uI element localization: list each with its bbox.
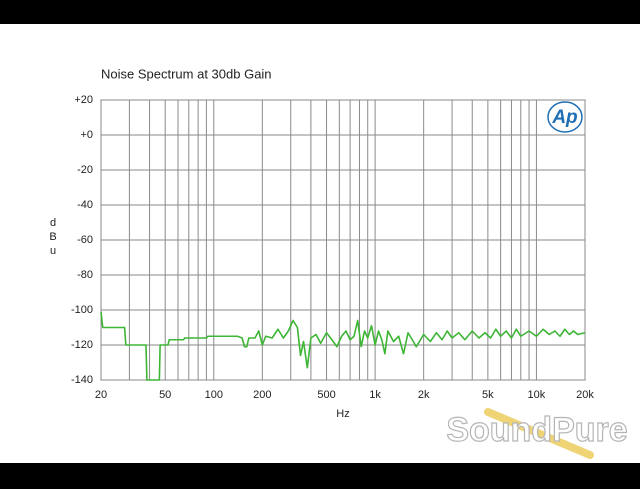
y-tick-label: -140 — [71, 374, 93, 386]
chart-title: Noise Spectrum at 30db Gain — [101, 66, 272, 81]
x-axis-label: Hz — [336, 408, 349, 420]
x-tick-label: 1k — [369, 389, 381, 401]
y-tick-label: -80 — [77, 269, 93, 281]
x-tick-label: 200 — [253, 389, 271, 401]
x-tick-label: 2k — [418, 389, 430, 401]
y-tick-label: -100 — [71, 304, 93, 316]
x-tick-label: 5k — [482, 389, 494, 401]
logo: Ap — [551, 107, 577, 128]
x-tick-label: 20 — [95, 389, 107, 401]
x-tick-label: 20k — [576, 389, 594, 401]
x-tick-label: 10k — [528, 389, 546, 401]
y-axis-label: dBu — [47, 217, 59, 259]
y-tick-label: +20 — [74, 94, 93, 106]
watermark-graphic — [484, 408, 594, 459]
watermark: SoundPure — [446, 411, 627, 449]
x-tick-label: 500 — [317, 389, 335, 401]
logo-ring — [547, 101, 583, 133]
y-tick-label: -60 — [77, 234, 93, 246]
y-tick-label: -40 — [77, 199, 93, 211]
bottom-bar — [0, 463, 640, 489]
y-tick-label: -120 — [71, 339, 93, 351]
x-tick-label: 100 — [205, 389, 223, 401]
y-tick-label: +0 — [80, 129, 93, 141]
x-tick-label: 50 — [159, 389, 171, 401]
spectrum-line — [100, 311, 586, 381]
top-bar — [0, 0, 640, 24]
y-tick-label: -20 — [77, 164, 93, 176]
